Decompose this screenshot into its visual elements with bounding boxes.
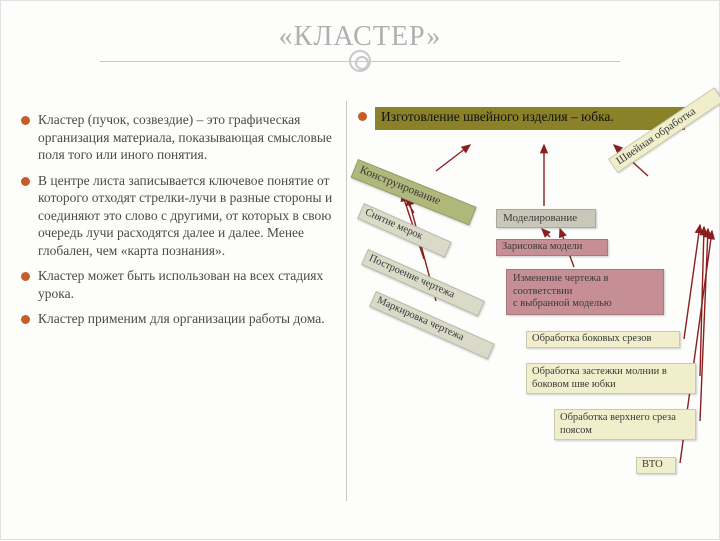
bullet-icon (358, 112, 367, 121)
node-bokov: Обработка боковых срезов (526, 331, 680, 348)
bullet-text: Кластер (пучок, созвездие) – это графиче… (38, 111, 338, 164)
bullet-item: Кластер может быть использован на всех с… (21, 267, 338, 302)
page-title: «КЛАСТЕР» (1, 21, 719, 53)
bullet-text: Кластер применим для организации работы … (38, 310, 325, 328)
bullet-item: Кластер (пучок, созвездие) – это графиче… (21, 111, 338, 164)
bullet-item: В центре листа записывается ключевое пон… (21, 172, 338, 260)
node-zarisovka: Зарисовка модели (496, 239, 608, 256)
bullet-icon (21, 116, 30, 125)
arrow (684, 225, 700, 339)
topic-box: Изготовление швейного изделия – юбка. (375, 107, 685, 130)
node-verh: Обработка верхнего среза поясом (554, 409, 696, 440)
node-molnia: Обработка застежки молнии в боковом шве … (526, 363, 696, 394)
node-izmenenie: Изменение чертежа в соответствии с выбра… (506, 269, 664, 315)
bullet-text: Кластер может быть использован на всех с… (38, 267, 338, 302)
right-column: Изготовление швейного изделия – юбка. Ко… (346, 101, 720, 346)
node-vto: ВТО (636, 457, 676, 474)
left-column: Кластер (пучок, созвездие) – это графиче… (1, 101, 346, 346)
bullet-icon (21, 315, 30, 324)
arrow (542, 229, 550, 237)
main-layout: Кластер (пучок, созвездие) – это графиче… (1, 101, 720, 346)
bullet-item: Кластер применим для организации работы … (21, 310, 338, 328)
bullet-icon (21, 177, 30, 186)
arrow (436, 145, 470, 171)
title-underline (100, 61, 620, 62)
title-ornament-icon (349, 50, 371, 72)
bullet-icon (21, 272, 30, 281)
node-modelirovanie: Моделирование (496, 209, 596, 228)
bullet-text: В центре листа записывается ключевое пон… (38, 172, 338, 260)
topic-header: Изготовление швейного изделия – юбка. (358, 107, 693, 130)
